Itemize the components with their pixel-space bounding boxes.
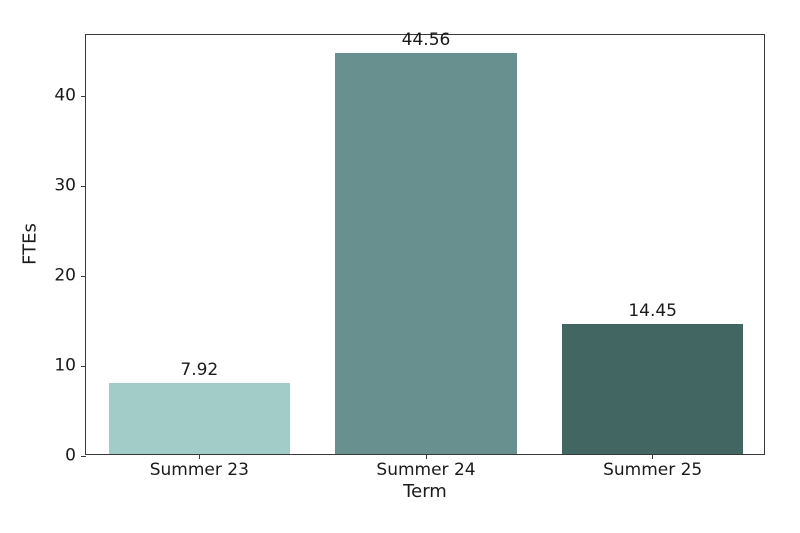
- y-tick-label: 20: [54, 265, 76, 286]
- y-tick-label: 10: [54, 355, 76, 376]
- plot-area: 0 10 20 30 40 7.92 Summer 23 44.56 Summer 24 14.4…: [54, 30, 765, 479]
- bar-summer-23: [108, 382, 290, 454]
- bar-summer-25: [562, 323, 744, 454]
- y-tick-mark: [81, 275, 86, 277]
- y-tick-mark: [81, 95, 86, 97]
- bar-summer-24: [335, 53, 517, 454]
- y-tick-mark: [81, 455, 86, 457]
- x-tick-label: Summer 25: [603, 460, 703, 480]
- bar-value-label: 44.56: [401, 30, 451, 51]
- y-tick-label: 0: [65, 445, 76, 466]
- y-tick-label: 30: [54, 175, 76, 196]
- y-tick-mark: [81, 365, 86, 367]
- x-tick-mark: [652, 454, 654, 459]
- bar-value-label: 14.45: [628, 300, 677, 321]
- x-tick-label: Summer 24: [376, 460, 476, 480]
- y-axis-label: FTEs: [19, 223, 41, 265]
- x-tick-mark: [198, 454, 200, 459]
- bar-value-label: 7.92: [180, 359, 219, 380]
- y-tick-mark: [81, 185, 86, 187]
- y-tick-label: 40: [54, 85, 76, 106]
- x-tick-mark: [425, 454, 427, 459]
- x-axis-label: Term: [403, 481, 447, 502]
- x-tick-label: Summer 23: [149, 460, 249, 480]
